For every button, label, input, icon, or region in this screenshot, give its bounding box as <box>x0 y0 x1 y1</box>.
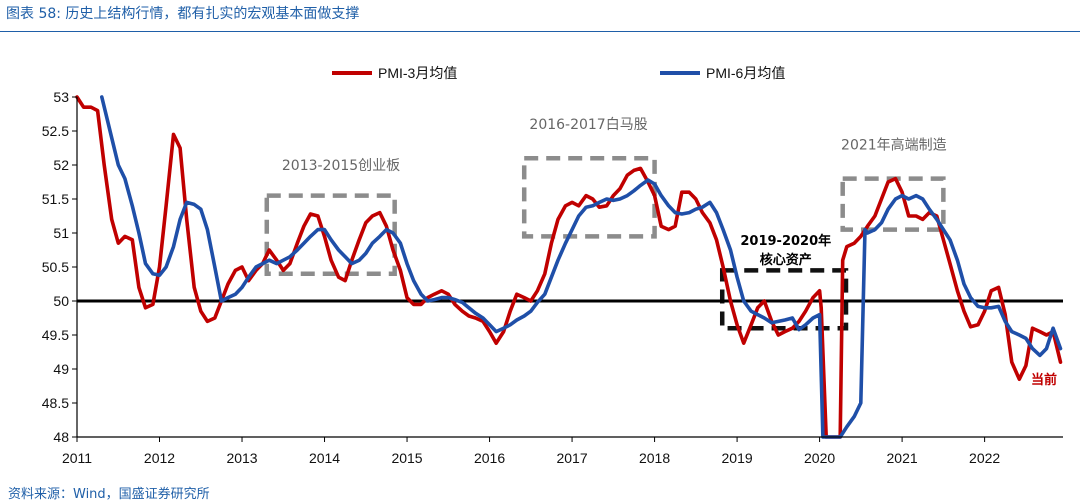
y-tick-label-9: 52.5 <box>42 123 69 139</box>
annotation-label-3: 核心资产 <box>760 252 812 268</box>
y-tick-label-4: 50 <box>53 293 69 309</box>
y-tick-label-5: 50.5 <box>42 259 69 275</box>
x-tick-label-2: 2013 <box>226 450 257 466</box>
y-tick-label-6: 51 <box>53 225 69 241</box>
series-line-0 <box>75 95 1063 439</box>
x-tick-label-4: 2015 <box>391 450 422 466</box>
axis-layer: 48 48.5 49 49.5 50 50.5 51 51.5 52 52.5 53 2011 2012… <box>42 89 1063 466</box>
x-tick-label-7: 2018 <box>639 450 670 466</box>
y-tick-label-3: 49.5 <box>42 327 69 343</box>
annotation-label-1: 2016-2017白马股 <box>529 117 647 133</box>
x-tick-label-5: 2016 <box>474 450 505 466</box>
annotation-label-0: 2013-2015创业板 <box>282 158 400 174</box>
y-tick-label-7: 51.5 <box>42 191 69 207</box>
annotation-box-1 <box>521 155 657 239</box>
x-tick-label-3: 2014 <box>309 450 340 466</box>
series-line-1 <box>100 95 1063 439</box>
y-tick-label-8: 52 <box>53 157 69 173</box>
annotation-label-5: 当前 <box>1031 372 1057 388</box>
legend: PMI-3月均值 PMI-6月均值 <box>332 65 785 81</box>
y-tick-label-10: 53 <box>53 89 69 105</box>
legend-label-0: PMI-3月均值 <box>378 65 457 81</box>
x-tick-label-10: 2021 <box>887 450 918 466</box>
plot-layer <box>75 95 1063 439</box>
x-tick-label-9: 2020 <box>804 450 835 466</box>
annotation-box-2 <box>719 268 849 331</box>
title-divider <box>0 31 1080 32</box>
y-tick-label-0: 48 <box>53 429 69 445</box>
source-note: 资料来源：Wind，国盛证券研究所 <box>8 487 210 502</box>
x-tick-label-11: 2022 <box>969 450 1000 466</box>
y-tick-label-2: 49 <box>53 361 69 377</box>
x-tick-label-8: 2019 <box>722 450 753 466</box>
annotation-label-2: 2019-2020年 <box>740 233 831 249</box>
annotation-label-4: 2021年高端制造 <box>841 137 947 154</box>
y-tick-label-1: 48.5 <box>42 395 69 411</box>
legend-label-1: PMI-6月均值 <box>706 65 785 81</box>
figure-title: 图表 58: 历史上结构行情，都有扎实的宏观基本面做支撑 <box>6 6 360 22</box>
x-tick-label-6: 2017 <box>556 450 587 466</box>
x-tick-label-1: 2012 <box>144 450 175 466</box>
x-tick-label-0: 2011 <box>62 450 92 466</box>
